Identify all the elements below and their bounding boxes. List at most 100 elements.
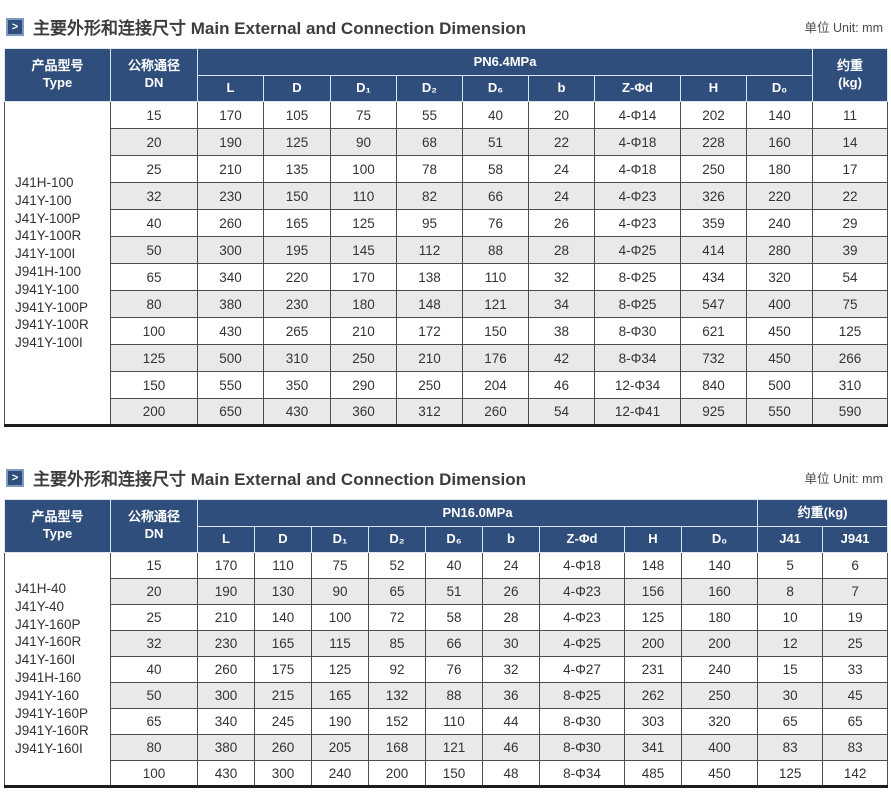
value-cell: 310 (263, 344, 331, 372)
value-cell: 5 (757, 552, 824, 579)
value-cell: 266 (812, 344, 889, 372)
type-model-label: J41H-100 (15, 174, 74, 190)
type-model-label: J941Y-160I (15, 741, 83, 757)
section-header: > 主要外形和连接尺寸 Main External and Connection… (4, 8, 887, 48)
value-cell: 303 (624, 708, 682, 735)
value-cell: 83 (822, 734, 889, 761)
table-row: 40 260 165 125 95 76 26 4-Φ23 359 240 29 (5, 209, 889, 237)
table-row: 65 340 220 170 138 110 32 8-Φ25 434 320 54 (5, 263, 889, 291)
table-row: 20 190 130 90 65 51 26 4-Φ23 156 160 8 7 (5, 578, 889, 605)
value-cell: 165 (311, 682, 369, 709)
header-dim-D6: D₆ (462, 75, 529, 102)
value-cell: 132 (368, 682, 426, 709)
value-cell: 4-Φ18 (594, 128, 681, 156)
value-cell: 156 (624, 578, 682, 605)
header-type-en: Type (42, 75, 73, 90)
value-cell: 280 (745, 236, 814, 264)
value-cell: 200 (680, 630, 759, 657)
value-cell: 110 (425, 708, 483, 735)
unit-label: 单位 Unit: mm (804, 21, 883, 35)
value-cell: 180 (330, 290, 397, 318)
value-cell: 125 (330, 209, 397, 237)
value-cell: 46 (482, 734, 540, 761)
value-cell: 240 (680, 656, 759, 683)
value-cell: 450 (745, 344, 814, 372)
value-cell: 360 (330, 398, 397, 426)
value-cell: 8-Φ25 (539, 682, 625, 709)
type-model-label: J41Y-160I (15, 652, 76, 668)
dn-cell: 32 (110, 182, 198, 210)
value-cell: 150 (462, 317, 529, 345)
value-cell: 44 (482, 708, 540, 735)
value-cell: 34 (528, 290, 595, 318)
header-weight-sub-J941: J941 (822, 526, 889, 553)
type-model-label: J41Y-40 (15, 598, 65, 614)
value-cell: 231 (624, 656, 682, 683)
type-column-cell: J41H-100 J41Y-100 J41Y-100P J41Y-100R J41Y-1… (4, 101, 111, 426)
value-cell: 32 (528, 263, 595, 291)
table-row: 40 260 175 125 92 76 32 4-Φ27 231 240 15 33 (5, 656, 889, 683)
value-cell: 170 (197, 552, 255, 579)
value-cell: 240 (311, 760, 369, 787)
header-dim-D6: D₆ (425, 526, 483, 553)
value-cell: 312 (396, 398, 463, 426)
value-cell: 340 (197, 263, 264, 291)
value-cell: 380 (197, 290, 264, 318)
dn-cell: 20 (110, 578, 198, 605)
header-weight-unit: (kg) (838, 75, 862, 90)
value-cell: 152 (368, 708, 426, 735)
value-cell: 250 (396, 371, 463, 399)
value-cell: 621 (680, 317, 747, 345)
value-cell: 110 (254, 552, 312, 579)
section-title-zh: 主要外形和连接尺寸 (33, 19, 186, 38)
value-cell: 300 (197, 236, 264, 264)
value-cell: 75 (311, 552, 369, 579)
value-cell: 260 (462, 398, 529, 426)
value-cell: 8-Φ34 (594, 344, 681, 372)
value-cell: 547 (680, 290, 747, 318)
value-cell: 30 (757, 682, 824, 709)
value-cell: 17 (812, 155, 889, 183)
section-title: 主要外形和连接尺寸 Main External and Connection D… (33, 465, 526, 490)
value-cell: 82 (396, 182, 463, 210)
value-cell: 215 (254, 682, 312, 709)
value-cell: 250 (330, 344, 397, 372)
value-cell: 4-Φ25 (594, 236, 681, 264)
header-dn-en: DN (144, 526, 164, 541)
value-cell: 925 (680, 398, 747, 426)
type-group: J941Y-100P J941Y-100R J941Y-100I (15, 299, 110, 352)
value-cell: 430 (197, 760, 255, 787)
dn-cell: 50 (110, 682, 198, 709)
table-row: 65 340 245 190 152 110 44 8-Φ30 303 320 65 65 (5, 708, 889, 735)
table-body: J41H-100 J41Y-100 J41Y-100P J41Y-100R J41Y-1… (4, 101, 889, 426)
value-cell: 205 (311, 734, 369, 761)
value-cell: 8-Φ30 (594, 317, 681, 345)
type-group: J41Y-160P J41Y-160R J41Y-160I (15, 616, 110, 669)
dn-cell: 65 (110, 263, 198, 291)
header-dim-H: H (680, 75, 747, 102)
value-cell: 230 (197, 182, 264, 210)
value-cell: 12 (757, 630, 824, 657)
value-cell: 121 (462, 290, 529, 318)
value-cell: 210 (197, 155, 264, 183)
value-cell: 15 (757, 656, 824, 683)
header-dn: 公称通径 DN (110, 48, 198, 102)
value-cell: 22 (528, 128, 595, 156)
value-cell: 300 (197, 682, 255, 709)
value-cell: 10 (757, 604, 824, 631)
type-model-label: J41Y-100 (15, 192, 72, 208)
value-cell: 88 (462, 236, 529, 264)
value-cell: 732 (680, 344, 747, 372)
table-row: 100 430 265 210 172 150 38 8-Φ30 621 450 125 (5, 317, 889, 345)
value-cell: 359 (680, 209, 747, 237)
value-cell: 204 (462, 371, 529, 399)
value-cell: 105 (263, 101, 331, 129)
value-cell: 450 (680, 760, 759, 787)
value-cell: 125 (757, 760, 824, 787)
value-cell: 265 (263, 317, 331, 345)
table-row: 20 190 125 90 68 51 22 4-Φ18 228 160 14 (5, 128, 889, 156)
dn-cell: 40 (110, 656, 198, 683)
value-cell: 25 (822, 630, 889, 657)
chevron-right-icon: > (6, 17, 24, 36)
value-cell: 140 (254, 604, 312, 631)
